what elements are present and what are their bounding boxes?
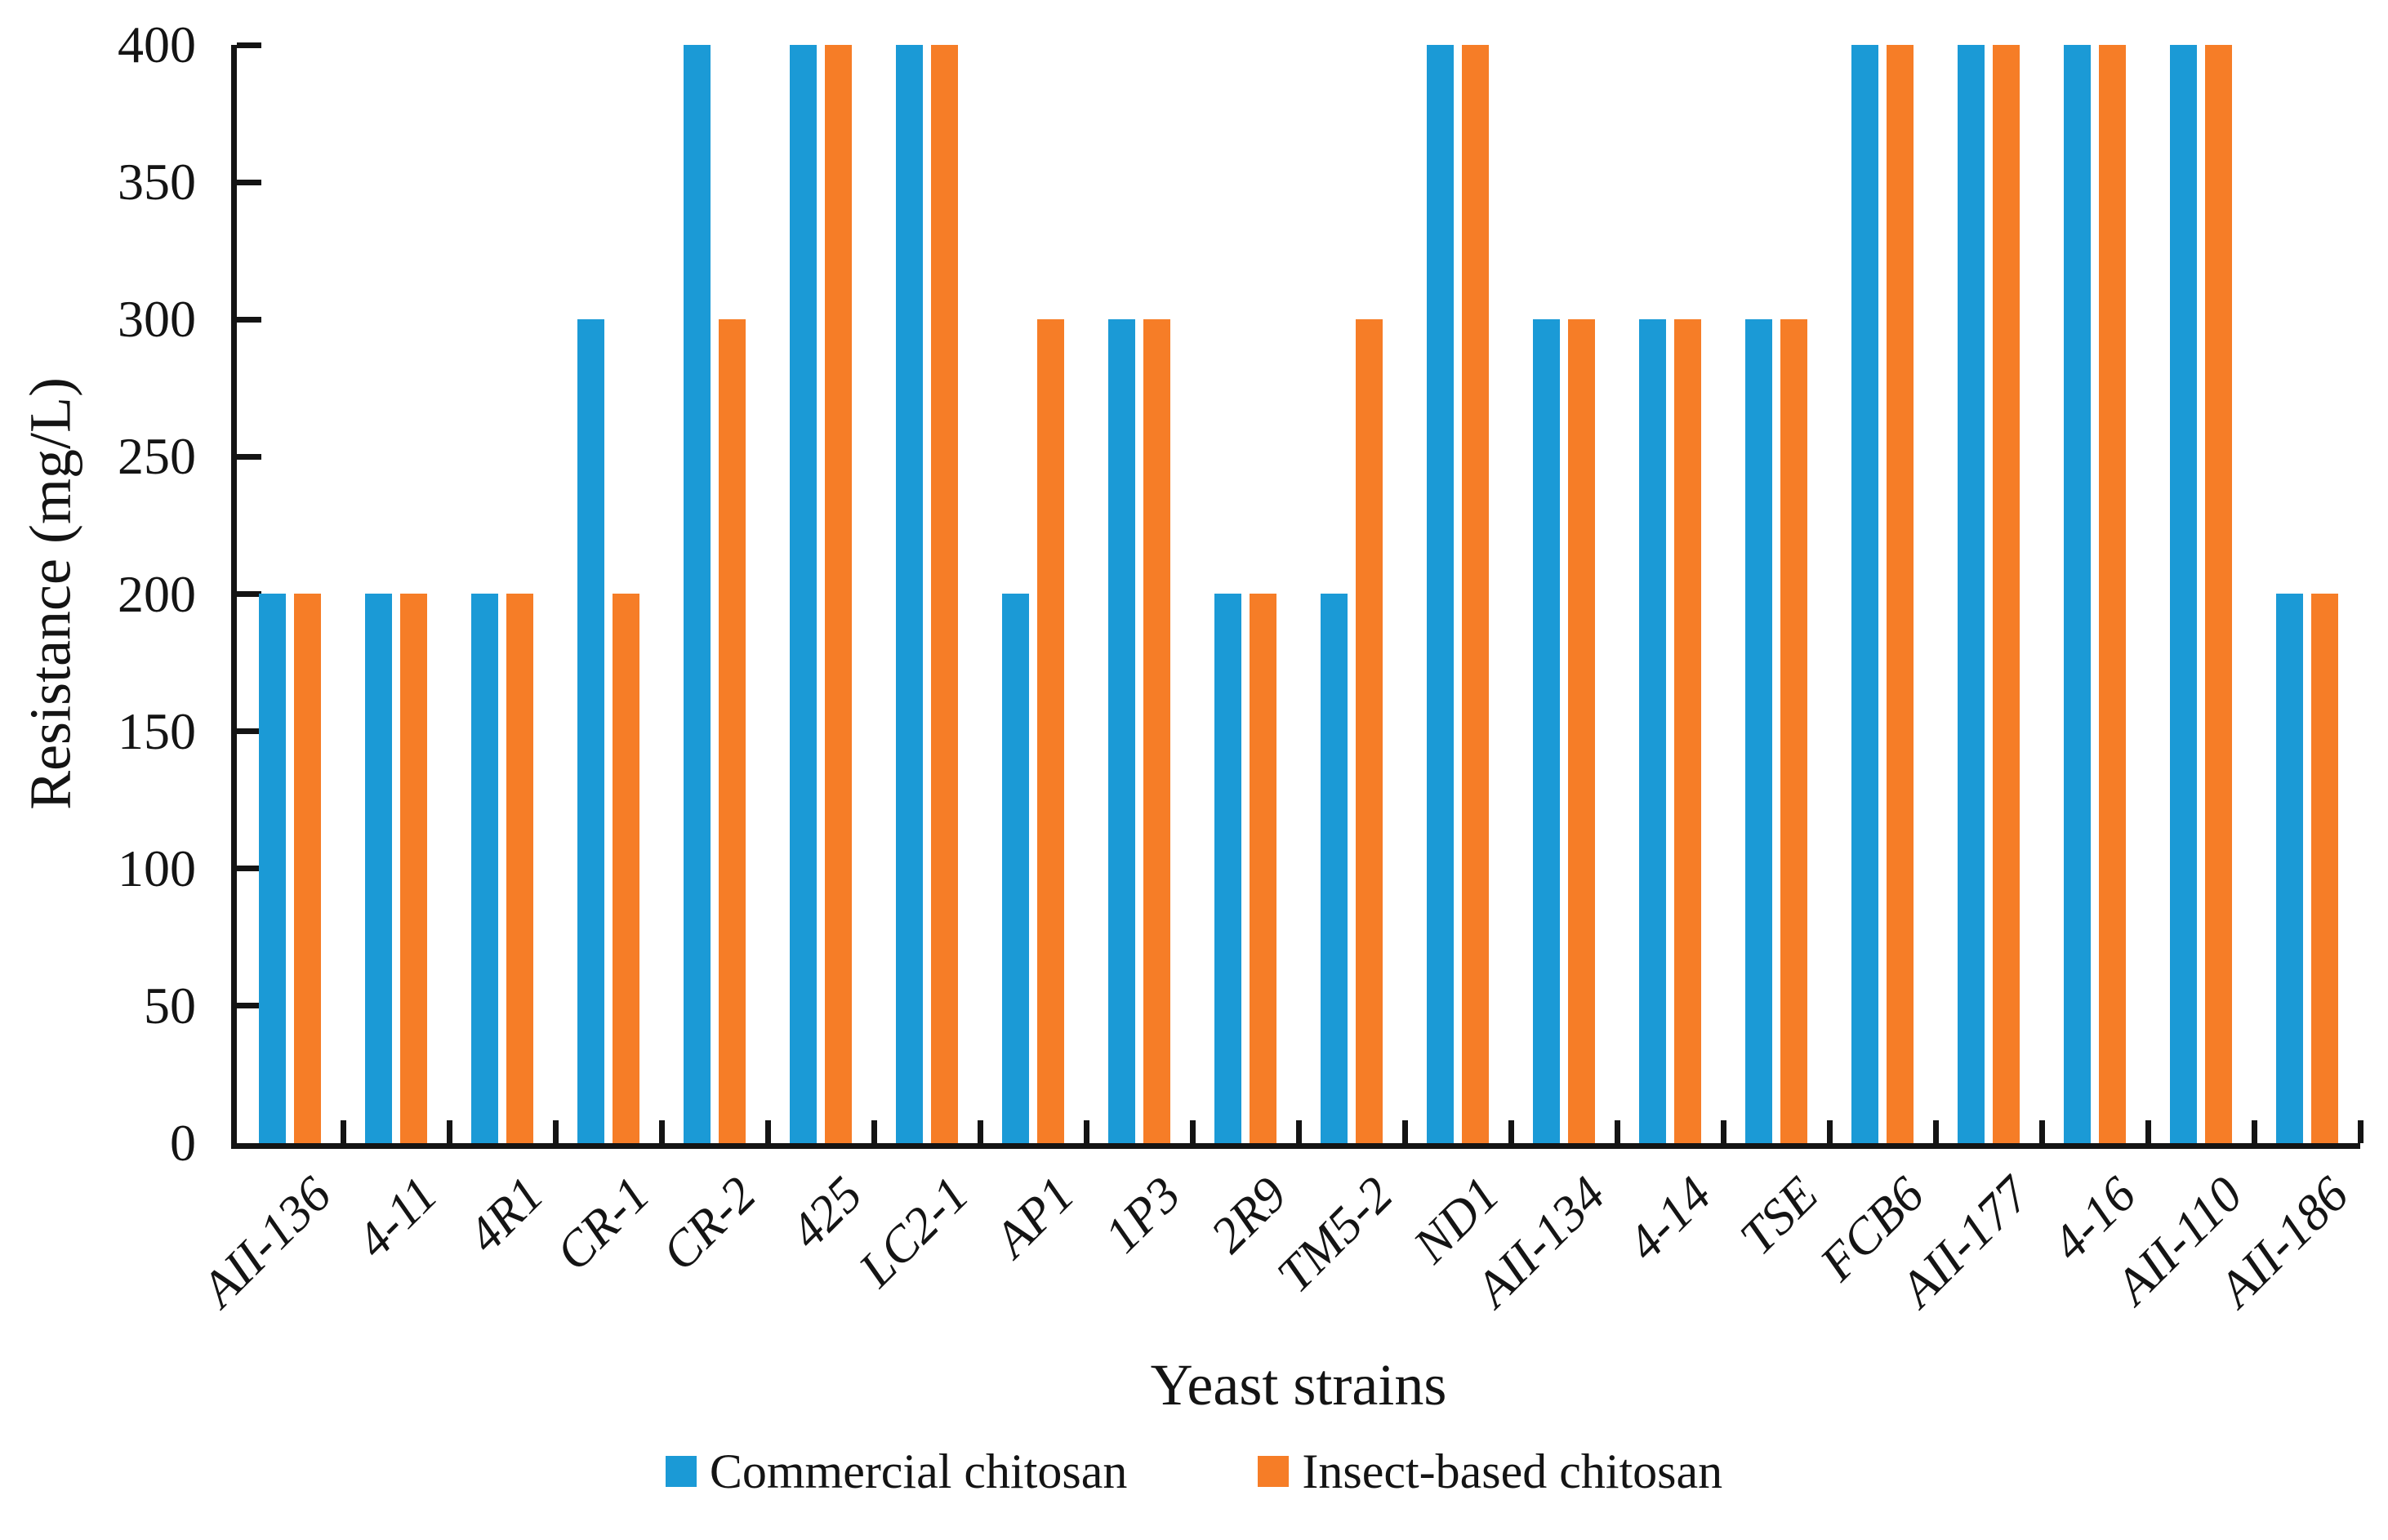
y-axis-tick-label: 400: [118, 16, 196, 73]
bar-insect-based-chitosan: [294, 594, 321, 1143]
x-axis-tick: [765, 1120, 771, 1143]
y-axis-tick-label: 50: [144, 977, 196, 1035]
bar-insect-based-chitosan: [719, 319, 746, 1143]
y-axis-tick-label: 150: [118, 702, 196, 760]
x-axis-tick: [1402, 1120, 1408, 1143]
x-axis-title: Yeast strains: [1150, 1352, 1447, 1418]
bar-commercial-chitosan: [1108, 319, 1135, 1143]
x-axis-tick: [447, 1120, 452, 1143]
y-axis-tick-label: 0: [170, 1114, 196, 1172]
x-axis-tick: [1190, 1120, 1196, 1143]
x-axis-tick: [871, 1120, 877, 1143]
y-axis-tick-label: 250: [118, 427, 196, 485]
x-axis-tick: [553, 1120, 559, 1143]
bar-insect-based-chitosan: [1568, 319, 1595, 1143]
bar-insect-based-chitosan: [1250, 594, 1276, 1143]
bar-commercial-chitosan: [2064, 45, 2091, 1143]
bar-commercial-chitosan: [1214, 594, 1241, 1143]
bar-commercial-chitosan: [1321, 594, 1348, 1143]
bar-insect-based-chitosan: [931, 45, 958, 1143]
x-axis-tick: [1508, 1120, 1514, 1143]
x-axis-tick: [1296, 1120, 1302, 1143]
bar-insect-based-chitosan: [506, 594, 533, 1143]
x-axis-label: CR-2: [652, 1166, 767, 1282]
x-axis-tick: [1084, 1120, 1089, 1143]
x-axis-label: 4-11: [345, 1166, 448, 1269]
y-axis-tick: [237, 866, 261, 871]
legend-label: Commercial chitosan: [709, 1444, 1128, 1498]
y-axis-tick: [237, 728, 261, 734]
bar-commercial-chitosan: [2276, 594, 2303, 1143]
x-axis-tick: [978, 1120, 983, 1143]
bar-insect-based-chitosan: [825, 45, 852, 1143]
y-axis-tick-label: 300: [118, 290, 196, 348]
y-axis-tick: [237, 454, 261, 460]
bar-commercial-chitosan: [1533, 319, 1560, 1143]
x-axis-label: TM5-2: [1267, 1166, 1404, 1304]
legend-item: Commercial chitosan: [665, 1444, 1128, 1498]
bar-insect-based-chitosan: [1993, 45, 2020, 1143]
x-axis-label: AP1: [984, 1166, 1085, 1268]
legend-swatch-icon: [665, 1456, 697, 1487]
bar-commercial-chitosan: [2170, 45, 2197, 1143]
x-axis-tick: [2145, 1120, 2151, 1143]
bar-insect-based-chitosan: [1674, 319, 1701, 1143]
bar-insect-based-chitosan: [2311, 594, 2338, 1143]
bar-commercial-chitosan: [259, 594, 286, 1143]
legend-label: Insect-based chitosan: [1302, 1444, 1723, 1498]
bar-insect-based-chitosan: [613, 594, 639, 1143]
bar-insect-based-chitosan: [1037, 319, 1064, 1143]
bar-commercial-chitosan: [1958, 45, 1985, 1143]
bar-commercial-chitosan: [1427, 45, 1454, 1143]
x-axis-tick: [1933, 1120, 1939, 1143]
bar-commercial-chitosan: [896, 45, 923, 1143]
plot-area: [231, 42, 2363, 1149]
x-axis-tick: [2039, 1120, 2045, 1143]
legend-swatch-icon: [1258, 1456, 1290, 1487]
x-axis-label: AII-136: [191, 1166, 342, 1318]
y-axis-tick-label: 350: [118, 153, 196, 211]
x-axis-tick: [1827, 1120, 1833, 1143]
bar-insect-based-chitosan: [2205, 45, 2232, 1143]
x-axis-label: 1P3: [1094, 1166, 1192, 1264]
bar-insect-based-chitosan: [1887, 45, 1914, 1143]
bar-insect-based-chitosan: [1356, 319, 1383, 1143]
bar-commercial-chitosan: [684, 45, 711, 1143]
y-axis-tick: [237, 317, 261, 323]
x-axis-tick: [341, 1120, 346, 1143]
x-axis-label: 4R1: [457, 1166, 555, 1264]
bar-commercial-chitosan: [1002, 594, 1029, 1143]
legend-item: Insect-based chitosan: [1258, 1447, 1722, 1496]
x-axis-label: 4-14: [1617, 1166, 1722, 1272]
bar-insect-based-chitosan: [1780, 319, 1807, 1143]
x-axis-label: CR-1: [546, 1166, 661, 1282]
bar-commercial-chitosan: [1745, 319, 1772, 1143]
bar-insect-based-chitosan: [2099, 45, 2126, 1143]
y-axis-tick-label: 100: [118, 839, 196, 897]
x-axis-tick: [2358, 1120, 2363, 1143]
y-axis-tick-label: 200: [118, 565, 196, 623]
x-axis-tick: [1721, 1120, 1726, 1143]
bar-commercial-chitosan: [471, 594, 498, 1143]
bar-commercial-chitosan: [1639, 319, 1666, 1143]
y-axis-tick: [237, 591, 261, 597]
x-axis-tick: [1615, 1120, 1620, 1143]
bar-insect-based-chitosan: [1143, 319, 1170, 1143]
x-axis-tick: [659, 1120, 665, 1143]
y-axis-tick: [237, 1003, 261, 1008]
bar-commercial-chitosan: [790, 45, 817, 1143]
y-axis-tick: [237, 180, 261, 185]
bar-commercial-chitosan: [365, 594, 392, 1143]
bar-insect-based-chitosan: [1462, 45, 1489, 1143]
bar-commercial-chitosan: [1851, 45, 1878, 1143]
bar-commercial-chitosan: [577, 319, 604, 1143]
x-axis-tick: [2252, 1120, 2257, 1143]
legend: Commercial chitosan Insect-based chitosan: [0, 1447, 2388, 1496]
bar-insect-based-chitosan: [400, 594, 427, 1143]
x-axis-label: LC2-1: [848, 1166, 979, 1297]
y-axis-tick: [237, 42, 261, 48]
